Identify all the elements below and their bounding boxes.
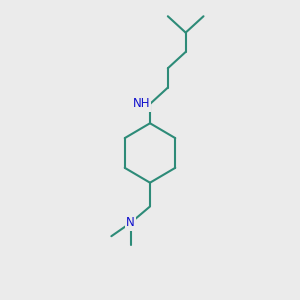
Text: N: N [126, 216, 135, 229]
Text: NH: NH [133, 98, 150, 110]
